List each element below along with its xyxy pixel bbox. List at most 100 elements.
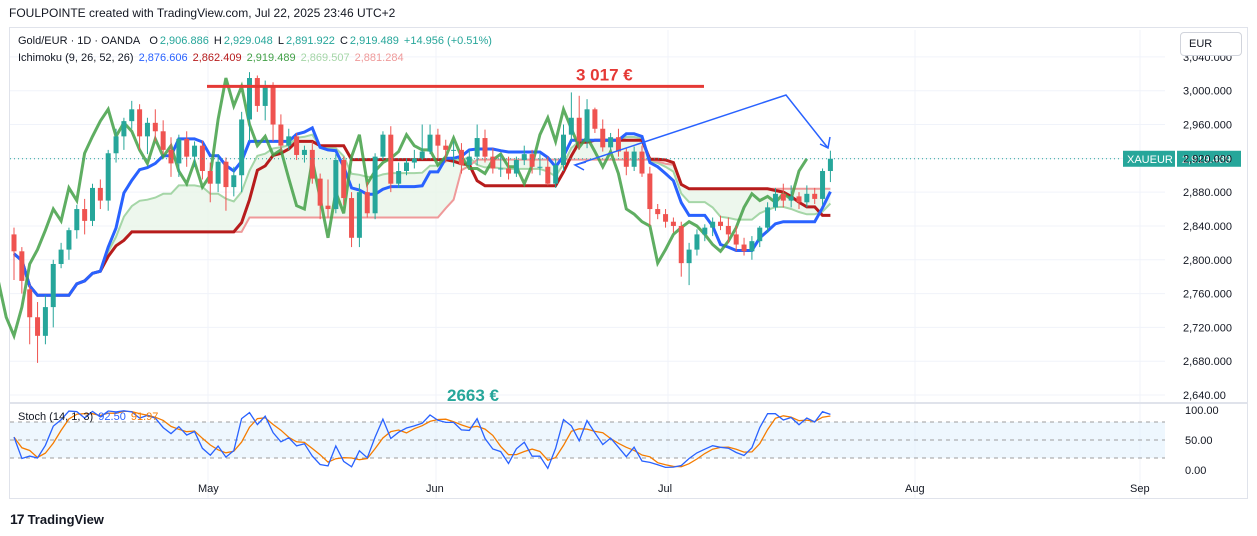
candle-body (451, 149, 457, 151)
ohlc-low-label: L (277, 35, 284, 47)
candle-body (443, 145, 449, 150)
candle-body (788, 196, 794, 201)
candle-body (113, 136, 119, 154)
candle-body (231, 175, 237, 188)
candle-body (796, 196, 802, 203)
candle-body (615, 137, 621, 152)
candle-body (827, 158, 833, 172)
candle-body (749, 241, 755, 252)
candle-body (561, 134, 566, 166)
price-axis-label: 2,640.00 (1183, 390, 1226, 402)
candle-body (718, 221, 723, 226)
candle-body (537, 166, 543, 168)
price-axis-label: 2,720.000 (1183, 322, 1232, 334)
candle-body (404, 162, 409, 172)
time-axis-label: Jul (658, 483, 672, 495)
currency-selector[interactable]: EUR (1180, 32, 1242, 56)
candle-body (27, 289, 33, 318)
price-legend: Gold/EUR · 1D · OANDA O 2,906.886 H 2,929.… (18, 35, 494, 47)
arrow-head-right (819, 136, 831, 150)
candle-body (349, 198, 355, 238)
ichimoku-span-a-line (13, 133, 832, 297)
ohlc-high-label: H (213, 35, 222, 47)
candle-body (325, 205, 331, 210)
candle-body (90, 187, 95, 221)
symbol-tag-text: XAUEUR (1127, 154, 1173, 166)
symbol-title[interactable]: Gold/EUR · 1D · OANDA (18, 35, 141, 47)
candle-body (223, 161, 229, 188)
support-label: 2663 € (447, 386, 500, 405)
ichimoku-spana-value: 2,869.507 (300, 52, 350, 64)
candle-body (176, 138, 182, 164)
ohlc-low-value: 2,891.922 (285, 35, 335, 47)
stoch-axis-label: 100.00 (1185, 405, 1219, 417)
candle-body (356, 192, 362, 238)
candle-body (458, 149, 464, 166)
candle-body (372, 156, 378, 214)
candle-body (286, 136, 292, 146)
time-axis-label: Aug (905, 483, 925, 495)
time-axis-label: May (198, 483, 219, 495)
candle-body (678, 225, 684, 264)
candle-body (780, 193, 786, 201)
price-axis-label: 2,960.000 (1183, 120, 1232, 132)
ichimoku-tenkan-line (13, 125, 832, 297)
price-axis-label: 2,920.000 (1183, 153, 1232, 165)
candle-body (435, 134, 441, 146)
price-axis-label: 2,760.000 (1183, 289, 1232, 301)
candle-body (592, 109, 598, 129)
candle-body (498, 168, 504, 170)
candle-body (694, 234, 700, 250)
ichimoku-chikou-line (0, 77, 809, 341)
ichimoku-label[interactable]: Ichimoku (9, 26, 52, 26) (18, 52, 134, 64)
price-axis-label: 2,840.000 (1183, 221, 1232, 233)
candle-body (396, 171, 402, 184)
candle-body (254, 78, 260, 106)
stoch-label[interactable]: Stoch (14, 1, 3) (18, 411, 94, 423)
ichimoku-spanb-value: 2,881.284 (354, 52, 404, 64)
candle-body (725, 225, 731, 235)
candle-body (474, 138, 480, 157)
candle-body (247, 78, 252, 120)
candle-body (364, 192, 370, 214)
candle-body (207, 171, 213, 184)
candle-body (576, 117, 582, 142)
stoch-k-value: 92.50 (98, 411, 126, 423)
price-axis-label: 2,680.000 (1183, 356, 1232, 368)
candle-body (686, 249, 692, 264)
candle-body (192, 145, 198, 157)
candle-body (663, 214, 669, 222)
candle-body (50, 263, 56, 308)
price-tag-text: 2,919.489 (1182, 154, 1231, 166)
candle-body (152, 122, 158, 132)
ohlc-close-label: C (339, 35, 348, 47)
projection-arrow[interactable] (574, 94, 829, 166)
candle-body (804, 193, 810, 203)
symbol-tag-bg (1123, 150, 1175, 167)
candle-body (608, 137, 614, 148)
candle-body (812, 193, 818, 199)
price-tag-bg (1177, 150, 1241, 167)
ohlc-high-value: 2,929.048 (223, 35, 273, 47)
candle-body (670, 221, 676, 226)
candle-body (121, 121, 127, 137)
candle-body (545, 166, 551, 184)
candle-body (733, 234, 739, 245)
resistance-label: 3 017 € (576, 65, 633, 84)
candle-body (66, 230, 72, 250)
candle-body (702, 227, 708, 235)
candle-body (168, 149, 174, 164)
candle-body (309, 149, 315, 179)
stoch-axis-label: 50.00 (1185, 435, 1213, 447)
candle-body (97, 187, 103, 201)
stoch-legend: Stoch (14, 1, 3) 92.50 91.97 (18, 411, 160, 423)
candle-body (419, 151, 425, 159)
price-axis-label: 3,000.000 (1183, 86, 1232, 98)
stoch-k-line (13, 410, 831, 470)
candle-body (513, 160, 519, 174)
price-axis-label: 2,880.000 (1183, 187, 1232, 199)
candle-body (341, 160, 347, 199)
arrow-head-left (573, 161, 587, 171)
candle-body (105, 153, 111, 201)
